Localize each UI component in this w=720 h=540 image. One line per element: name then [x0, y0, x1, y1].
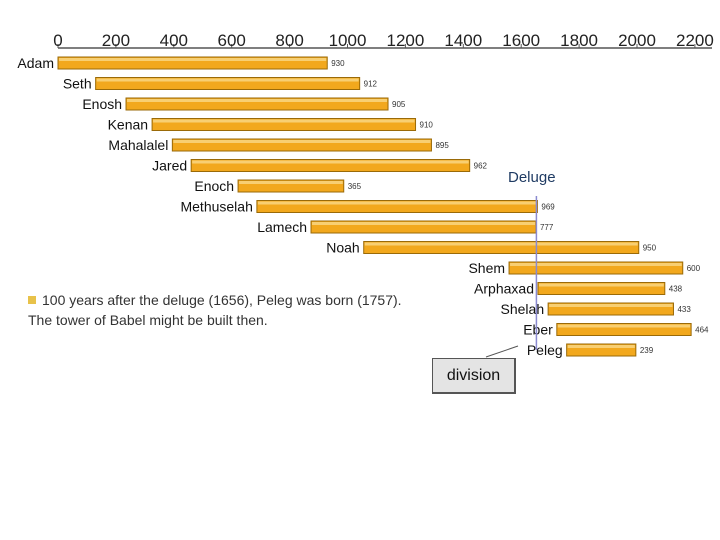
value-label-adam: 930 — [331, 59, 345, 68]
value-label-eber: 464 — [695, 326, 709, 335]
x-tick-label: 1000 — [329, 31, 367, 50]
value-label-peleg: 239 — [640, 346, 654, 355]
value-label-methuselah: 969 — [541, 203, 555, 212]
value-label-enosh: 905 — [392, 100, 406, 109]
bar-highlight — [364, 242, 638, 246]
value-label-arphaxad: 438 — [669, 285, 683, 294]
deluge-marker: Deluge — [508, 169, 556, 350]
name-label-shem: Shem — [468, 260, 505, 276]
value-label-jared: 962 — [474, 162, 488, 171]
bullet-icon — [28, 296, 36, 304]
bars: Adam 930 Seth 912 Enosh 905 Kenan 910 Mahalalel 8… — [17, 55, 709, 358]
note-text: 100 years after the deluge (1656), Peleg… — [28, 290, 402, 330]
name-label-mahalalel: Mahalalel — [108, 137, 168, 153]
bar-highlight — [127, 99, 388, 102]
name-label-noah: Noah — [326, 240, 359, 256]
x-axis: 0 200 400 600 800 1000 1200 1400 1600 1800 2000 220… — [53, 31, 714, 50]
deluge-label: Deluge — [508, 169, 556, 186]
x-tick-label: 1600 — [502, 31, 540, 50]
value-label-seth: 912 — [364, 80, 378, 89]
name-label-arphaxad: Arphaxad — [474, 281, 534, 297]
value-label-noah: 950 — [643, 244, 657, 253]
x-tick-label: 2000 — [618, 31, 656, 50]
bar-highlight — [96, 78, 359, 82]
bar-highlight — [549, 304, 673, 307]
x-tick-label: 800 — [275, 31, 303, 50]
x-tick-label: 1400 — [444, 31, 482, 50]
name-label-eber: Eber — [523, 322, 553, 338]
note-line-1: 100 years after the deluge (1656), Peleg… — [28, 290, 402, 310]
bar-highlight — [192, 160, 469, 164]
division-label: division — [446, 366, 501, 384]
name-label-kenan: Kenan — [108, 117, 148, 133]
bar-highlight — [538, 283, 664, 287]
value-label-mahalalel: 895 — [435, 141, 449, 150]
x-tick-label: 600 — [218, 31, 246, 50]
bar-highlight — [312, 222, 535, 225]
x-tick-label: 200 — [102, 31, 130, 50]
name-label-enosh: Enosh — [82, 96, 122, 112]
x-tick-label: 1800 — [560, 31, 598, 50]
name-label-enoch: Enoch — [194, 178, 234, 194]
bar-highlight — [257, 201, 537, 205]
value-label-shelah: 433 — [677, 305, 691, 314]
bar-highlight — [239, 181, 343, 184]
name-label-peleg: Peleg — [527, 342, 563, 358]
callout-pointer — [485, 345, 519, 358]
note-line-1-text: 100 years after the deluge (1656), Peleg… — [42, 292, 402, 308]
bar-highlight — [567, 345, 635, 348]
x-tick-label: 1200 — [386, 31, 424, 50]
name-label-adam: Adam — [17, 55, 54, 71]
x-tick-label: 2200 — [676, 31, 714, 50]
note-line-2: The tower of Babel might be built then. — [28, 312, 268, 328]
division-callout: division — [432, 358, 516, 394]
value-label-kenan: 910 — [420, 121, 434, 130]
bar-highlight — [59, 58, 327, 61]
value-label-shem: 600 — [687, 264, 701, 273]
name-label-shelah: Shelah — [501, 301, 545, 317]
name-label-jared: Jared — [152, 158, 187, 174]
name-label-methuselah: Methuselah — [180, 199, 252, 215]
x-tick-label: 0 — [53, 31, 62, 50]
x-tick-label: 400 — [160, 31, 188, 50]
name-label-lamech: Lamech — [257, 219, 307, 235]
name-label-seth: Seth — [63, 76, 92, 92]
bar-highlight — [557, 324, 691, 328]
bar-highlight — [173, 140, 431, 143]
value-label-enoch: 365 — [348, 182, 362, 191]
value-label-lamech: 777 — [540, 223, 554, 232]
bar-highlight — [510, 263, 682, 266]
bar-highlight — [153, 119, 415, 123]
